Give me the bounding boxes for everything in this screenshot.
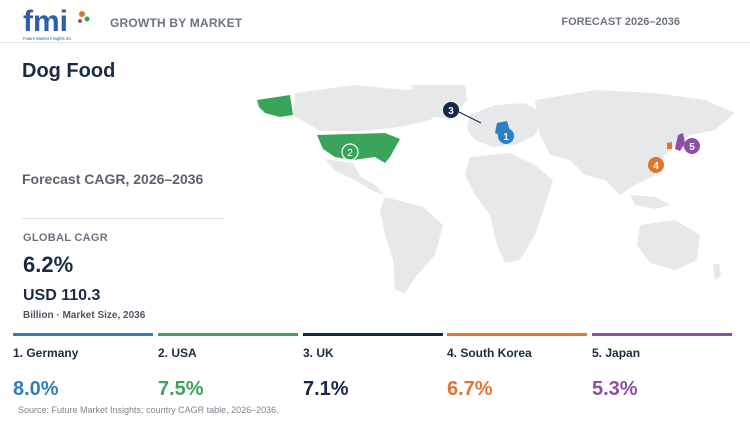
map-mexico: [325, 159, 385, 195]
country-name: 3. UK: [303, 346, 334, 360]
map-south-korea: [667, 142, 672, 149]
svg-text:3: 3: [448, 106, 454, 117]
market-size-value: USD 110.3: [23, 287, 101, 304]
marker-uk: 3: [443, 102, 459, 118]
country-bar: [158, 333, 298, 336]
country-name: 5. Japan: [592, 346, 641, 360]
header-title: GROWTH BY MARKET: [110, 16, 243, 30]
marker-germany: 1: [498, 128, 514, 144]
map-usa: [317, 133, 400, 163]
country-card-south-korea: 4. South Korea 6.7%: [447, 333, 587, 401]
svg-text:Future Market Insights Inc.: Future Market Insights Inc.: [23, 36, 73, 41]
map-canada: [293, 85, 450, 131]
svg-text:4: 4: [653, 161, 659, 172]
marker-south-korea: 4: [648, 157, 664, 173]
country-card-uk: 3. UK 7.1%: [303, 333, 443, 401]
country-cagr: 7.1%: [303, 378, 349, 400]
svg-text:fmi: fmi: [23, 6, 68, 38]
map-asia: [535, 90, 735, 195]
country-cagr: 7.5%: [158, 378, 204, 400]
country-cagr: 5.3%: [592, 378, 638, 400]
map-australia: [637, 220, 700, 270]
map-alaska: [257, 95, 293, 117]
map-africa: [465, 153, 553, 263]
global-cagr-value: 6.2%: [23, 252, 74, 277]
page-title: Dog Food: [22, 60, 116, 82]
country-card-japan: 5. Japan 5.3%: [592, 333, 732, 401]
country-name: 2. USA: [158, 346, 197, 360]
world-map: 2 3 1 4 5: [257, 85, 735, 293]
map-japan: [675, 133, 685, 151]
country-name: 1. Germany: [13, 346, 79, 360]
global-cagr-label: GLOBAL CAGR: [23, 232, 108, 244]
map-southeast-asia: [630, 195, 670, 209]
country-bar: [303, 333, 443, 336]
map-south-america: [380, 197, 443, 293]
marker-usa: 2: [341, 143, 359, 161]
country-cagr: 8.0%: [13, 378, 59, 400]
country-bar: [592, 333, 732, 336]
svg-text:5: 5: [689, 142, 695, 153]
forecast-cagr-label: Forecast CAGR, 2026–2036: [22, 171, 204, 187]
source-note: Source: Future Market Insights; country …: [18, 405, 279, 415]
market-size-note: Billion · Market Size, 2036: [23, 310, 146, 321]
svg-text:1: 1: [503, 132, 509, 143]
country-bar: [447, 333, 587, 336]
map-uk: [478, 115, 487, 129]
map-new-zealand: [713, 263, 721, 280]
country-name: 4. South Korea: [447, 346, 532, 360]
country-bar: [13, 333, 153, 336]
country-card-usa: 2. USA 7.5%: [158, 333, 298, 401]
country-card-germany: 1. Germany 8.0%: [13, 333, 153, 401]
marker-japan: 5: [684, 138, 700, 154]
top-bar: fmi Future Market Insights Inc. GROWTH B…: [0, 0, 750, 43]
header-forecast: FORECAST 2026–2036: [561, 16, 680, 28]
uk-leader-line: [456, 110, 482, 124]
svg-text:2: 2: [347, 148, 353, 159]
country-cagr: 6.7%: [447, 378, 493, 400]
divider: [22, 218, 225, 219]
fmi-logo: fmi Future Market Insights Inc.: [23, 6, 90, 41]
